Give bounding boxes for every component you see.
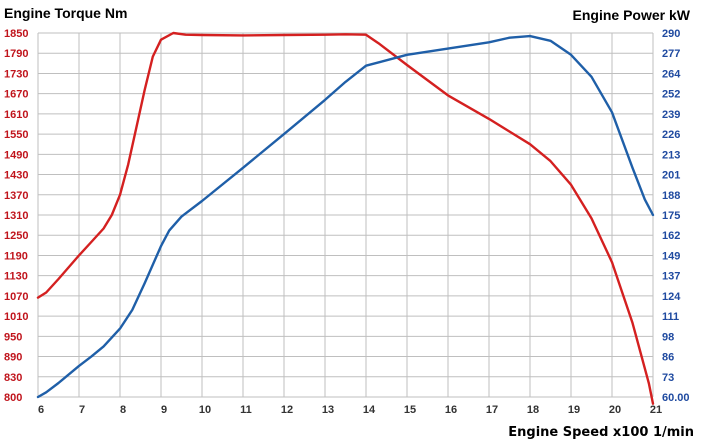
right-tick-label: 277 bbox=[662, 48, 680, 60]
left-tick-label: 1130 bbox=[4, 271, 28, 283]
right-tick-label: 226 bbox=[662, 129, 680, 141]
left-tick-label: 1490 bbox=[4, 149, 28, 161]
right-tick-label: 264 bbox=[662, 68, 681, 80]
left-tick-label: 1430 bbox=[4, 170, 28, 182]
left-tick-label: 1010 bbox=[4, 311, 28, 323]
left-tick-label: 1250 bbox=[4, 230, 28, 242]
left-tick-label: 1190 bbox=[4, 250, 28, 262]
grid bbox=[37, 32, 654, 398]
x-tick-label: 7 bbox=[79, 404, 85, 416]
left-tick-label: 830 bbox=[4, 372, 22, 384]
x-tick-label: 12 bbox=[281, 404, 293, 416]
left-tick-label: 1070 bbox=[4, 291, 28, 303]
right-tick-label: 73 bbox=[662, 372, 674, 384]
right-tick-label: 290 bbox=[662, 28, 680, 40]
x-tick-label: 16 bbox=[445, 404, 457, 416]
left-tick-label: 890 bbox=[4, 352, 22, 364]
left-tick-label: 1850 bbox=[4, 28, 28, 40]
x-tick-label: 6 bbox=[38, 404, 44, 416]
left-tick-label: 1610 bbox=[4, 109, 28, 121]
left-tick-label: 1550 bbox=[4, 129, 28, 141]
x-axis-label: Engine Speed x100 1/min bbox=[508, 425, 694, 440]
right-axis-title: Engine Power kW bbox=[573, 7, 691, 23]
right-tick-label: 60.00 bbox=[662, 392, 690, 404]
right-tick-label: 239 bbox=[662, 109, 680, 121]
left-tick-label: 950 bbox=[4, 331, 22, 343]
x-tick-label: 17 bbox=[486, 404, 498, 416]
x-tick-label: 21 bbox=[650, 404, 662, 416]
torque-series-line bbox=[36, 31, 655, 405]
x-tick-label: 18 bbox=[527, 404, 539, 416]
power-series-line bbox=[36, 34, 655, 399]
left-tick-label: 1670 bbox=[4, 89, 28, 101]
x-tick-label: 10 bbox=[199, 404, 211, 416]
x-tick-label: 8 bbox=[120, 404, 126, 416]
x-tick-label: 15 bbox=[404, 404, 416, 416]
right-tick-label: 252 bbox=[662, 89, 680, 101]
left-axis-title: Engine Torque Nm bbox=[4, 5, 127, 21]
left-tick-label: 1730 bbox=[4, 68, 28, 80]
x-tick-label: 9 bbox=[161, 404, 167, 416]
right-tick-label: 162 bbox=[662, 230, 680, 242]
right-tick-label: 111 bbox=[662, 311, 679, 323]
right-tick-label: 201 bbox=[662, 170, 680, 182]
right-tick-label: 137 bbox=[662, 271, 680, 283]
right-tick-label: 188 bbox=[662, 190, 680, 202]
left-tick-label: 1310 bbox=[4, 210, 28, 222]
right-tick-label: 98 bbox=[662, 331, 674, 343]
left-tick-label: 800 bbox=[4, 392, 22, 404]
right-tick-label: 124 bbox=[662, 291, 681, 303]
x-tick-label: 13 bbox=[322, 404, 334, 416]
left-tick-label: 1790 bbox=[4, 48, 28, 60]
right-tick-label: 149 bbox=[662, 250, 680, 262]
right-tick-label: 213 bbox=[662, 149, 680, 161]
x-tick-label: 20 bbox=[609, 404, 621, 416]
x-tick-label: 14 bbox=[363, 404, 376, 416]
x-tick-label: 11 bbox=[240, 404, 252, 416]
right-tick-label: 86 bbox=[662, 352, 674, 364]
left-tick-label: 1370 bbox=[4, 190, 28, 202]
right-tick-label: 175 bbox=[662, 210, 680, 222]
series-group bbox=[36, 31, 655, 405]
x-tick-label: 19 bbox=[568, 404, 580, 416]
